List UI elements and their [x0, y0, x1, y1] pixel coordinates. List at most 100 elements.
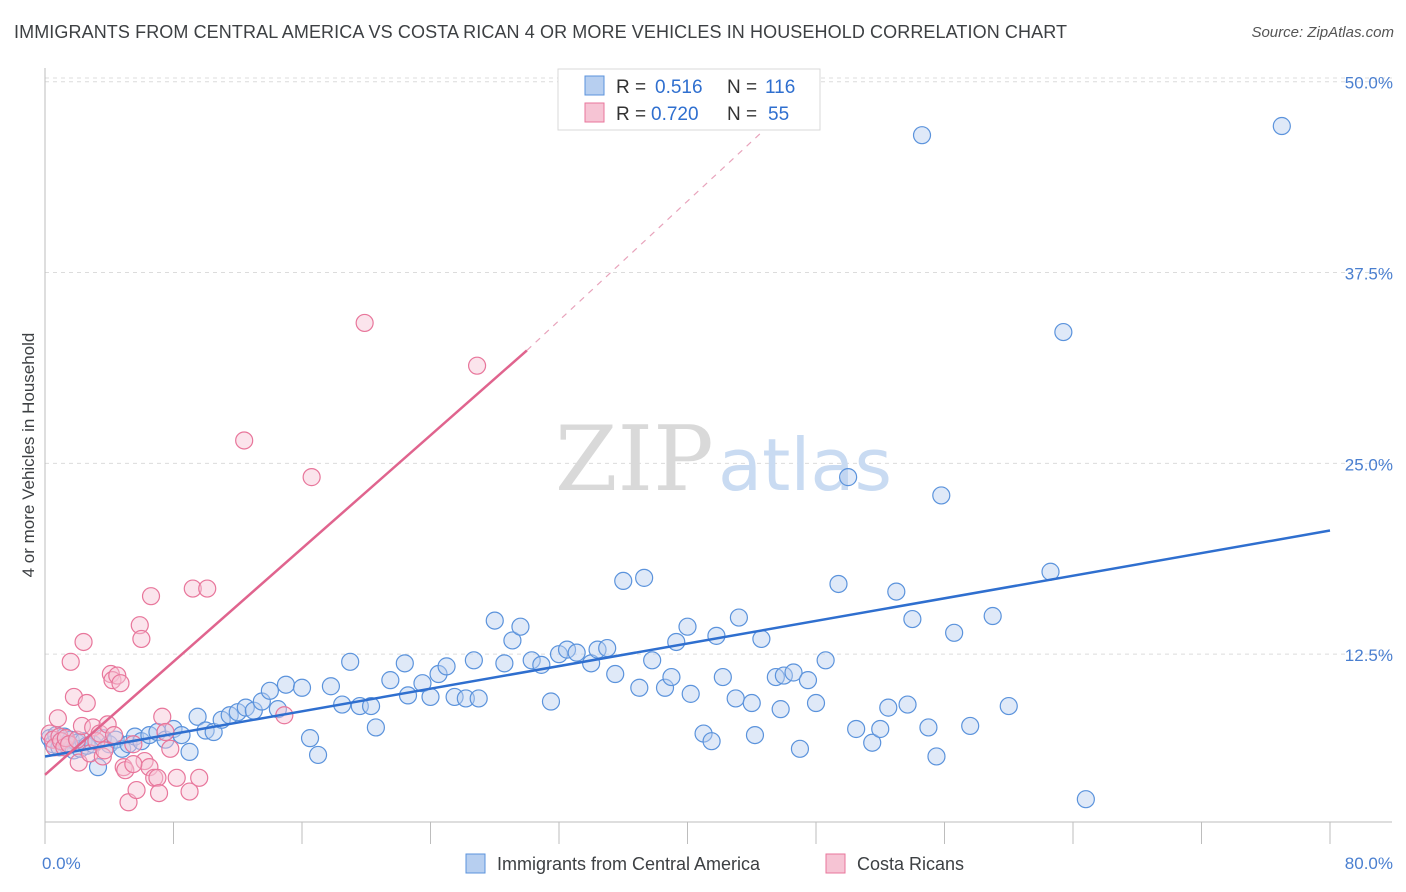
point-costa-ricans	[127, 780, 146, 800]
point-costa-ricans	[180, 782, 199, 801]
point-immigrants	[511, 617, 530, 636]
point-costa-ricans	[156, 722, 175, 742]
point-immigrants	[522, 651, 541, 670]
trend-line-costa-ricans	[44, 349, 528, 776]
point-immigrants	[188, 707, 207, 726]
legend-n-value-1: 116	[765, 77, 795, 98]
point-immigrants	[932, 486, 951, 505]
point-immigrants	[707, 626, 726, 645]
point-costa-ricans	[101, 664, 120, 684]
point-immigrants	[999, 696, 1018, 716]
point-costa-ricans	[130, 616, 149, 635]
point-immigrants	[912, 126, 932, 145]
point-costa-ricans	[111, 674, 130, 693]
legend-n-value-2: 55	[768, 104, 789, 125]
point-costa-ricans	[124, 754, 143, 774]
point-immigrants	[742, 693, 761, 713]
point-immigrants	[630, 678, 649, 697]
point-costa-ricans	[124, 735, 143, 754]
legend-swatch-pink	[584, 102, 605, 123]
point-costa-ricans	[183, 579, 202, 598]
point-immigrants	[898, 695, 917, 714]
point-immigrants	[713, 667, 732, 687]
point-costa-ricans	[74, 632, 93, 652]
point-costa-ricans	[161, 739, 180, 758]
y-tick-label: 25.0%	[1345, 455, 1393, 474]
point-immigrants	[655, 678, 675, 697]
point-immigrants	[806, 693, 826, 713]
point-immigrants	[292, 678, 312, 697]
point-immigrants	[667, 632, 686, 652]
point-immigrants	[702, 732, 721, 751]
y-tick-label: 50.0%	[1345, 74, 1393, 93]
point-immigrants	[863, 733, 882, 752]
legend-r-label-2: R =	[616, 104, 646, 125]
point-costa-ricans	[148, 768, 167, 787]
point-immigrants	[919, 718, 938, 737]
point-immigrants	[635, 568, 654, 587]
y-tick-label: 12.5%	[1345, 646, 1393, 665]
legend-label-immigrants: Immigrants from Central America	[497, 854, 761, 874]
legend-label-costa-ricans: Costa Ricans	[857, 854, 964, 874]
x-tick-label: 0.0%	[42, 854, 81, 873]
legend-n-label-1: N =	[727, 77, 757, 98]
point-immigrants	[614, 571, 633, 591]
point-immigrants	[729, 608, 749, 627]
point-immigrants	[847, 719, 866, 739]
point-immigrants	[469, 689, 488, 708]
point-costa-ricans	[198, 579, 217, 598]
point-immigrants	[437, 657, 456, 676]
point-immigrants	[567, 643, 586, 662]
y-tick-label: 37.5%	[1345, 265, 1393, 284]
point-immigrants	[678, 617, 697, 636]
legend-r-label-1: R =	[616, 77, 646, 98]
point-immigrants	[681, 684, 700, 703]
point-immigrants	[879, 698, 898, 717]
point-immigrants	[662, 667, 681, 687]
point-immigrants	[503, 631, 522, 650]
point-immigrants	[398, 686, 418, 705]
point-immigrants	[300, 729, 320, 748]
point-immigrants	[983, 606, 1002, 626]
point-immigrants	[260, 681, 279, 700]
legend-swatch-costa-ricans	[825, 853, 846, 874]
point-immigrants	[606, 664, 625, 684]
legend-n-label-2: N =	[727, 104, 757, 125]
point-immigrants	[726, 689, 745, 708]
point-costa-ricans	[98, 715, 117, 734]
point-immigrants	[276, 675, 296, 694]
point-costa-ricans	[355, 313, 374, 333]
point-immigrants	[541, 692, 561, 711]
point-immigrants	[413, 674, 432, 693]
point-costa-ricans	[149, 783, 169, 803]
y-axis-label: 4 or more Vehicles in Household	[19, 333, 38, 578]
point-immigrants	[88, 758, 108, 777]
legend-swatch-immigrants	[465, 853, 486, 874]
point-immigrants	[784, 663, 803, 682]
watermark-zip: ZIP	[555, 407, 714, 512]
point-costa-ricans	[467, 356, 487, 375]
watermark: ZIP atlas	[555, 407, 892, 512]
point-immigrants	[485, 611, 504, 630]
watermark-atlas: atlas	[718, 423, 892, 507]
grid-lines	[45, 77, 1392, 655]
point-costa-ricans	[104, 725, 124, 745]
point-immigrants	[745, 725, 765, 745]
point-immigrants	[790, 739, 810, 758]
point-costa-ricans	[190, 768, 209, 787]
point-immigrants	[361, 696, 381, 716]
series-costa-rican-points	[40, 313, 487, 812]
point-immigrants	[771, 700, 790, 719]
x-tick-label: 80.0%	[1345, 854, 1393, 873]
point-costa-ricans	[302, 468, 321, 487]
point-costa-ricans	[93, 747, 112, 766]
point-immigrants	[945, 623, 964, 642]
point-costa-ricans	[135, 751, 154, 771]
point-immigrants	[495, 654, 514, 673]
point-immigrants	[321, 677, 341, 696]
point-costa-ricans	[132, 629, 151, 649]
legend-r-value-2: 0.720	[651, 104, 699, 125]
point-immigrants	[172, 725, 191, 745]
point-costa-ricans	[141, 587, 161, 606]
